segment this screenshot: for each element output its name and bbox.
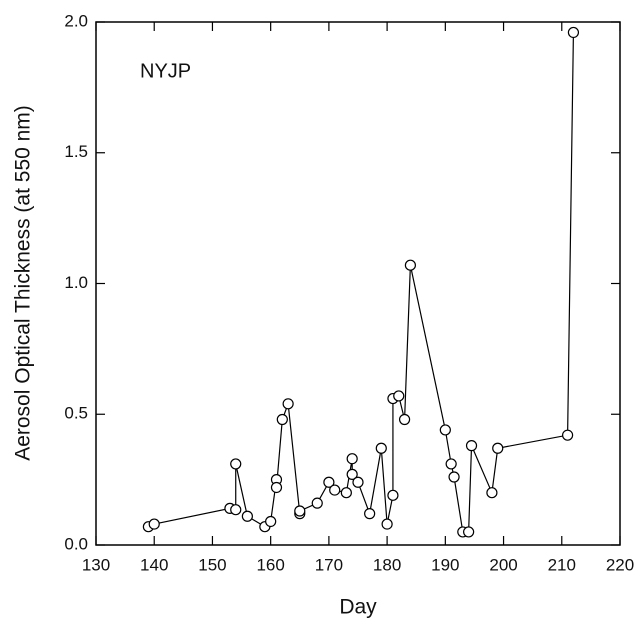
x-axis-label: Day xyxy=(339,596,377,619)
series-line xyxy=(148,32,575,533)
data-point xyxy=(439,424,451,436)
y-tick-label: 2.0 xyxy=(64,11,88,30)
data-point xyxy=(230,458,242,470)
x-tick-label: 200 xyxy=(489,555,517,574)
data-point xyxy=(492,442,504,454)
data-point xyxy=(294,505,306,517)
data-point xyxy=(282,398,294,410)
data-point xyxy=(567,26,580,39)
x-tick-label: 160 xyxy=(256,555,284,574)
plot-frame xyxy=(95,21,621,546)
x-tick-label: 190 xyxy=(431,555,459,574)
x-tick-label: 150 xyxy=(198,555,226,574)
x-tick-label: 170 xyxy=(315,555,343,574)
x-tick-label: 180 xyxy=(373,555,401,574)
data-point xyxy=(381,518,393,530)
data-point xyxy=(375,442,387,454)
annotation: NYJP xyxy=(140,60,191,82)
data-point xyxy=(230,504,242,516)
y-tick-label: 1.5 xyxy=(64,142,88,161)
data-point xyxy=(311,497,323,509)
y-axis-label: Aerosol Optical Thickness (at 550 nm) xyxy=(12,105,35,461)
data-point xyxy=(448,471,460,483)
data-point xyxy=(346,453,358,465)
data-point xyxy=(398,413,411,426)
x-tick-label: 210 xyxy=(548,555,576,574)
x-tick-label: 140 xyxy=(140,555,168,574)
y-tick-label: 0.5 xyxy=(64,404,88,423)
data-point xyxy=(404,259,416,271)
data-point xyxy=(352,476,364,488)
data-point xyxy=(486,487,498,499)
data-point xyxy=(270,481,283,494)
y-tick-label: 1.0 xyxy=(64,273,88,292)
data-point xyxy=(329,484,341,496)
data-point xyxy=(445,458,457,470)
data-point xyxy=(340,487,352,499)
x-tick-label: 130 xyxy=(82,555,110,574)
data-point xyxy=(393,390,405,402)
data-point xyxy=(148,518,160,530)
x-tick-label: 220 xyxy=(606,555,634,574)
data-point xyxy=(387,489,399,501)
y-tick-label: 0.0 xyxy=(64,534,88,553)
data-point xyxy=(463,526,475,538)
data-point xyxy=(465,440,478,452)
data-point xyxy=(346,468,358,480)
data-point xyxy=(323,476,335,488)
data-point xyxy=(276,413,288,426)
data-point xyxy=(241,510,253,522)
data-point xyxy=(561,429,574,441)
data-point xyxy=(364,508,376,520)
data-point xyxy=(265,515,277,528)
